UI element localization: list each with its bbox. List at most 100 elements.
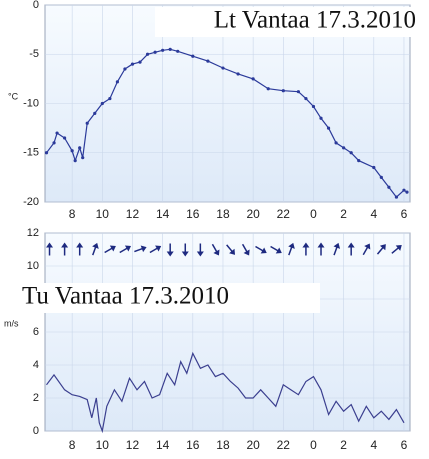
data-point (44, 151, 49, 155)
x-tick-label: 14 (156, 438, 170, 452)
wind-arrow (196, 243, 204, 257)
data-point (70, 149, 74, 153)
y-tick-label: -10 (23, 97, 39, 109)
data-point (266, 87, 270, 91)
wind-arrow (226, 244, 236, 255)
y-tick-label: -5 (29, 48, 39, 60)
y-tick-label: 10 (27, 260, 39, 272)
data-point (161, 48, 165, 52)
arrow-head (364, 243, 371, 250)
data-point (100, 101, 104, 106)
wind-arrow (317, 242, 325, 256)
x-tick-label: 20 (246, 438, 260, 452)
data-point (372, 165, 376, 170)
wind-arrow (181, 243, 189, 257)
data-point (311, 104, 316, 109)
arrow-head (155, 245, 162, 252)
arrow-head (395, 245, 402, 251)
data-point (349, 151, 353, 155)
x-tick-label: 20 (246, 207, 260, 221)
data-point (334, 141, 338, 145)
x-tick-label: 14 (156, 207, 170, 221)
arrow-shaft (149, 247, 159, 254)
x-tick-label: 2 (340, 438, 347, 452)
arrow-shaft (288, 246, 293, 256)
x-tick-label: 18 (216, 438, 230, 452)
data-point (123, 67, 127, 71)
data-point (73, 159, 77, 163)
arrow-shaft (391, 246, 400, 254)
x-tick-label: 10 (96, 438, 110, 452)
data-point (81, 156, 85, 160)
x-tick-label: 18 (216, 207, 230, 221)
wind-arrow (104, 245, 116, 254)
x-tick-label: 2 (340, 207, 347, 221)
x-tick-label: 8 (69, 207, 76, 221)
x-tick-label: 0 (310, 207, 317, 221)
arrow-head (140, 245, 147, 253)
arrow-head (196, 251, 204, 257)
x-tick-label: 6 (401, 207, 408, 221)
arrow-shaft (376, 246, 384, 255)
data-point (108, 96, 112, 101)
arrow-head (46, 242, 54, 248)
data-point (78, 146, 82, 150)
chart-title: Tu Vantaa 17.3.2010 (22, 283, 229, 310)
data-point (52, 141, 56, 145)
data-point (168, 47, 172, 51)
x-tick-label: 4 (370, 207, 377, 221)
arrow-shaft (362, 246, 369, 256)
x-tick-label: 16 (186, 207, 200, 221)
arrow-head (302, 242, 310, 248)
x-tick-label: 0 (310, 438, 317, 452)
wind-arrow (166, 243, 174, 257)
data-point (387, 185, 391, 189)
wind-arrow (119, 245, 132, 254)
arrow-head (260, 247, 267, 254)
chart-title: Lt Vantaa 17.3.2010 (214, 7, 416, 34)
y-tick-label: 4 (33, 359, 39, 371)
arrow-head (347, 242, 355, 248)
arrow-head (275, 247, 282, 254)
data-point (379, 175, 383, 179)
x-tick-label: 4 (370, 438, 377, 452)
data-point (402, 188, 406, 192)
data-line (46, 351, 405, 434)
x-tick-label: 22 (277, 207, 291, 221)
arrow-head (61, 242, 69, 248)
arrow-head (124, 245, 132, 252)
arrow-head (317, 242, 325, 248)
title-background (155, 7, 417, 37)
arrow-shaft (134, 247, 144, 253)
data-point (342, 146, 346, 150)
y-tick-label: -20 (23, 196, 39, 208)
data-point (357, 159, 361, 163)
arrow-head (333, 242, 341, 249)
y-tick-label: 12 (27, 227, 39, 239)
x-tick-label: 10 (96, 207, 110, 221)
y-tick-label: 0 (33, 0, 39, 11)
data-point (153, 50, 157, 54)
data-point (176, 49, 180, 53)
arrow-shaft (119, 247, 128, 254)
wind-arrow (61, 242, 69, 256)
data-point (326, 126, 331, 130)
arrow-shaft (333, 246, 338, 256)
wind-arrow (391, 245, 402, 254)
arrow-head (181, 251, 189, 257)
wind-arrow (302, 242, 310, 256)
arrow-shaft (270, 245, 279, 252)
arrow-head (166, 251, 174, 257)
data-point (115, 80, 119, 84)
arrow-shaft (255, 245, 264, 252)
arrow-head (379, 244, 386, 251)
wind-arrow (76, 242, 84, 256)
data-point (319, 116, 323, 120)
arrow-head (213, 249, 220, 256)
y-tick-label: 0 (33, 425, 39, 437)
x-tick-label: 22 (277, 438, 291, 452)
y-tick-label: -15 (23, 147, 39, 159)
x-tick-label: 12 (126, 438, 140, 452)
data-point (405, 190, 409, 194)
